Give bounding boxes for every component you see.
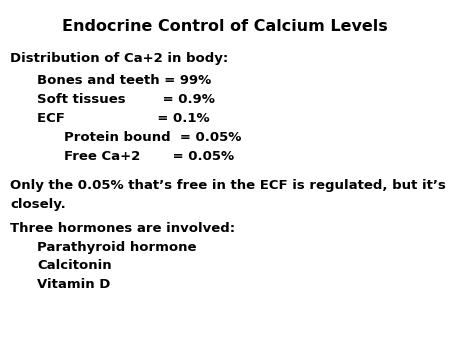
Text: Parathyroid hormone: Parathyroid hormone — [37, 241, 196, 254]
Text: closely.: closely. — [10, 198, 66, 211]
Text: Only the 0.05% that’s free in the ECF is regulated, but it’s regulated: Only the 0.05% that’s free in the ECF is… — [10, 179, 450, 192]
Text: Protein bound  = 0.05%: Protein bound = 0.05% — [64, 131, 241, 144]
Text: Calcitonin: Calcitonin — [37, 259, 112, 272]
Text: Soft tissues        = 0.9%: Soft tissues = 0.9% — [37, 93, 215, 106]
Text: Endocrine Control of Calcium Levels: Endocrine Control of Calcium Levels — [62, 19, 388, 33]
Text: Distribution of Ca+2 in body:: Distribution of Ca+2 in body: — [10, 52, 228, 65]
Text: Bones and teeth = 99%: Bones and teeth = 99% — [37, 74, 211, 87]
Text: Free Ca+2       = 0.05%: Free Ca+2 = 0.05% — [64, 150, 234, 163]
Text: Three hormones are involved:: Three hormones are involved: — [10, 222, 235, 235]
Text: Vitamin D: Vitamin D — [37, 278, 110, 291]
Text: ECF                    = 0.1%: ECF = 0.1% — [37, 112, 210, 125]
